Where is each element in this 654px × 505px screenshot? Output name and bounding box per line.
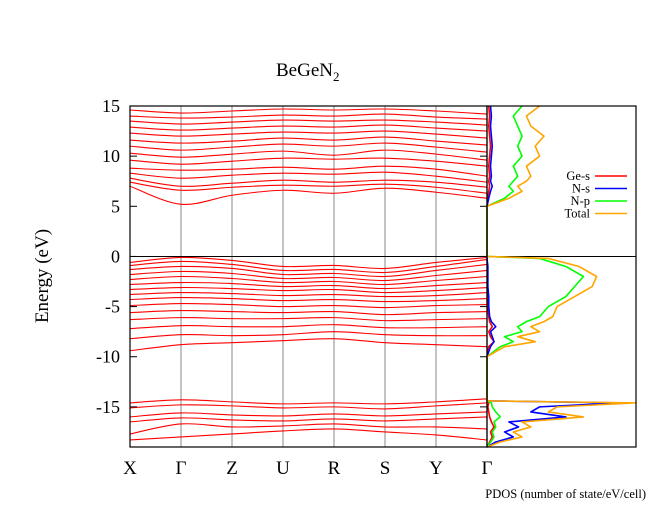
pdos-curve-n-s xyxy=(486,105,620,448)
band-line-valence-20 xyxy=(129,286,488,294)
kpoint-label: X xyxy=(123,458,137,479)
band-line-conduction-4 xyxy=(129,165,488,177)
legend-label: Total xyxy=(564,207,590,221)
band-line-valence-27 xyxy=(129,331,488,340)
pdos-curve-ge-s xyxy=(486,105,495,448)
ticks-layer: 15 10 5 0 -5 -10 -15 X Γ Z U R S Y Γ xyxy=(96,96,493,479)
band-line-conduction-12 xyxy=(129,113,488,120)
band-line-valence-26 xyxy=(129,324,488,330)
band-line-valence-25 xyxy=(129,317,488,322)
band-line-conduction-8 xyxy=(129,136,488,146)
band-line-conduction-11 xyxy=(129,119,488,126)
legend-label: Ge-s xyxy=(566,169,590,183)
band-line-conduction-5 xyxy=(129,157,488,167)
band-line-lower-34 xyxy=(129,428,488,441)
band-line-conduction-10 xyxy=(129,124,488,132)
band-line-valence-14 xyxy=(129,256,488,270)
band-line-lower-31 xyxy=(129,411,488,418)
kpoint-label: U xyxy=(276,458,290,479)
band-line-conduction-3 xyxy=(129,171,488,183)
band-line-valence-23 xyxy=(129,303,488,309)
band-line-valence-18 xyxy=(129,275,488,286)
pdos-layer xyxy=(486,105,637,448)
kpoint-label: Γ xyxy=(482,458,493,479)
pdos-curve-total xyxy=(486,105,637,448)
band-line-valence-22 xyxy=(129,296,488,303)
y-axis-label: Energy (eV) xyxy=(32,229,53,323)
y-tick-label: 5 xyxy=(111,196,120,216)
y-tick-label: 0 xyxy=(111,246,120,266)
y-tick-label: 10 xyxy=(102,146,120,166)
y-tick-label: -15 xyxy=(96,397,120,417)
band-line-valence-19 xyxy=(129,281,488,290)
band-line-valence-24 xyxy=(129,310,488,316)
band-line-valence-21 xyxy=(129,291,488,298)
bands-layer xyxy=(129,108,488,441)
legend-label: N-p xyxy=(571,194,590,208)
band-line-conduction-9 xyxy=(129,130,488,139)
band-line-lower-33 xyxy=(129,423,488,435)
pdos-curve-n-p xyxy=(486,105,585,448)
band-line-conduction-2 xyxy=(129,177,488,188)
pdos-panel-frame xyxy=(486,105,637,448)
kpoint-label: Γ xyxy=(176,458,187,479)
kpoint-label: Z xyxy=(226,458,238,479)
band-line-valence-28 xyxy=(129,338,488,352)
frame-layer xyxy=(129,105,637,448)
legend-label: N-s xyxy=(572,182,590,196)
band-line-valence-17 xyxy=(129,269,488,282)
chart-title: BeGeN2 xyxy=(276,60,339,84)
kpoint-label: R xyxy=(328,458,341,479)
band-line-conduction-1 xyxy=(129,181,488,194)
band-line-lower-32 xyxy=(129,416,488,423)
y-tick-label: 15 xyxy=(102,96,120,116)
band-line-conduction-6 xyxy=(129,149,488,161)
band-line-lower-30 xyxy=(129,402,488,410)
y-tick-label: -5 xyxy=(105,297,120,317)
chart-title-subscript: 2 xyxy=(333,69,340,84)
kpoint-label: Y xyxy=(429,458,443,479)
band-line-conduction-0 xyxy=(129,185,488,205)
band-line-conduction-13 xyxy=(129,108,488,115)
band-line-conduction-7 xyxy=(129,142,488,153)
kpoint-label: S xyxy=(380,458,391,479)
y-tick-label: -10 xyxy=(96,347,120,367)
band-line-valence-16 xyxy=(129,263,488,278)
band-line-valence-15 xyxy=(129,258,488,274)
band-line-lower-29 xyxy=(129,398,488,405)
pdos-x-axis-label: PDOS (number of state/eV/cell) xyxy=(485,487,646,501)
